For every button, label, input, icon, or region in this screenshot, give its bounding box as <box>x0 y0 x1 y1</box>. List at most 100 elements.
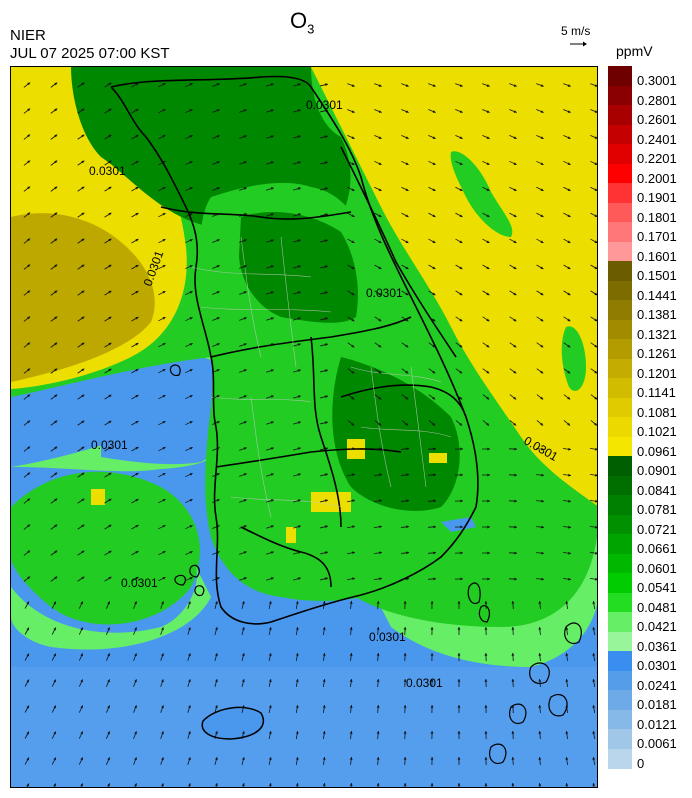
wind-arrowhead-icon <box>162 265 166 268</box>
wind-arrowhead-icon <box>297 343 301 347</box>
wind-arrowhead-icon <box>430 757 434 760</box>
wind-arrowhead-icon <box>27 472 31 476</box>
wind-arrowhead-icon <box>351 214 355 217</box>
wind-arrowhead-icon <box>135 135 139 138</box>
wind-arrowhead-icon <box>188 627 191 631</box>
wind-arrowhead-icon <box>540 292 544 296</box>
wind-arrowhead-icon <box>379 525 382 529</box>
wind-arrowhead-icon <box>459 266 463 270</box>
wind-arrowhead-icon <box>53 679 56 683</box>
wind-arrowhead-icon <box>108 394 112 398</box>
wind-arrowhead-icon <box>81 342 85 346</box>
wind-arrowhead-icon <box>81 290 85 294</box>
wind-arrowhead-icon <box>540 396 544 400</box>
wind-arrowhead-icon <box>162 317 166 320</box>
wind-arrowhead-icon <box>457 601 461 604</box>
wind-arrowhead-icon <box>487 525 490 529</box>
wind-arrowhead-icon <box>107 783 110 787</box>
wind-arrowhead-icon <box>568 551 571 555</box>
wind-arrowhead-icon <box>322 757 326 760</box>
wind-arrowhead-icon <box>108 82 112 86</box>
wind-arrowhead-icon <box>241 705 245 709</box>
wind-arrowhead-icon <box>460 499 463 503</box>
wind-arrowhead-icon <box>243 161 247 164</box>
wind-arrowhead-icon <box>487 473 490 477</box>
wind-arrowhead-icon <box>376 783 380 786</box>
colorbar-segment <box>608 475 632 496</box>
wind-arrowhead-icon <box>484 601 488 604</box>
wind-arrowhead-icon <box>27 108 31 112</box>
wind-arrowhead-icon <box>162 369 166 372</box>
wind-arrowhead-icon <box>486 344 490 348</box>
wind-arrowhead-icon <box>107 627 110 631</box>
wind-arrowhead-icon <box>81 82 85 86</box>
wind-arrowhead-icon <box>295 731 299 734</box>
wind-arrowhead-icon <box>27 82 31 86</box>
colorbar-tick-label: 0.0181 <box>637 697 677 712</box>
colorbar-segment <box>608 85 632 106</box>
wind-arrowhead-icon <box>459 370 463 374</box>
wind-arrowhead-icon <box>80 679 83 683</box>
wind-arrowhead-icon <box>378 422 382 426</box>
wind-arrowhead-icon <box>80 705 83 709</box>
wind-arrowhead-icon <box>81 446 85 450</box>
wind-arrowhead-icon <box>432 396 436 400</box>
wind-arrowhead-icon <box>108 264 112 268</box>
wind-arrowhead-icon <box>540 266 544 270</box>
wind-arrowhead-icon <box>162 473 166 476</box>
wind-arrowhead-icon <box>459 162 463 165</box>
wind-arrowhead-icon <box>80 731 83 735</box>
wind-arrowhead-icon <box>161 653 164 657</box>
wind-arrowhead-icon <box>243 343 247 346</box>
wind-arrowhead-icon <box>538 627 542 630</box>
colorbar-segment <box>608 651 632 671</box>
wind-arrowhead-icon <box>513 266 517 270</box>
wind-arrowhead-icon <box>53 757 56 761</box>
contour-label: 0.0301 <box>91 438 128 452</box>
wind-arrowhead-icon <box>108 472 112 476</box>
colorbar-segment <box>608 592 632 613</box>
wind-arrowhead-icon <box>188 679 191 683</box>
contour-label: 0.0301 <box>121 576 158 590</box>
wind-arrowhead-icon <box>403 731 407 734</box>
wind-arrowhead-icon <box>297 395 301 399</box>
wind-arrowhead-icon <box>484 705 488 708</box>
wind-arrowhead-icon <box>216 369 220 372</box>
colorbar-tick-label: 0 <box>637 755 645 771</box>
wind-arrowhead-icon <box>567 84 571 87</box>
hotspot-5 <box>286 527 296 543</box>
ozone-map: 0.0301 0.0301 0.0301 0.0301 0.0301 0.030… <box>10 66 598 788</box>
wind-arrowhead-icon <box>324 135 328 139</box>
wind-arrowhead-icon <box>403 653 407 656</box>
wind-arrowhead-icon <box>349 783 353 786</box>
wind-arrowhead-icon <box>297 577 301 581</box>
wind-arrowhead-icon <box>405 370 409 374</box>
wind-arrowhead-icon <box>214 679 218 683</box>
wind-arrowhead-icon <box>54 212 58 216</box>
wind-arrowhead-icon <box>405 318 409 322</box>
unit-label: ppmV <box>616 43 653 59</box>
wind-arrowhead-icon <box>486 84 490 87</box>
wind-arrowhead-icon <box>108 446 112 450</box>
wind-arrowhead-icon <box>594 422 597 426</box>
wind-arrowhead-icon <box>565 653 569 656</box>
wind-arrowhead-icon <box>406 473 409 477</box>
wind-arrowhead-icon <box>324 525 328 529</box>
wind-arrowhead-icon <box>81 108 85 112</box>
wind-reference-arrow-icon <box>570 41 587 47</box>
wind-arrowhead-icon <box>189 265 193 268</box>
wind-arrowhead-icon <box>27 576 31 580</box>
wind-arrowhead-icon <box>595 577 597 581</box>
wind-arrowhead-icon <box>541 577 544 581</box>
wind-arrowhead-icon <box>376 757 380 760</box>
wind-arrowhead-icon <box>80 653 83 657</box>
wind-arrowhead-icon <box>270 577 274 580</box>
colorbar-segment <box>608 709 632 730</box>
wind-arrowhead-icon <box>378 84 382 87</box>
wind-arrowhead-icon <box>349 731 353 734</box>
wind-arrowhead-icon <box>81 394 85 398</box>
wind-arrowhead-icon <box>216 187 220 190</box>
wind-arrowhead-icon <box>406 499 409 503</box>
wind-arrowhead-icon <box>459 84 463 87</box>
colorbar-segment <box>608 378 632 398</box>
